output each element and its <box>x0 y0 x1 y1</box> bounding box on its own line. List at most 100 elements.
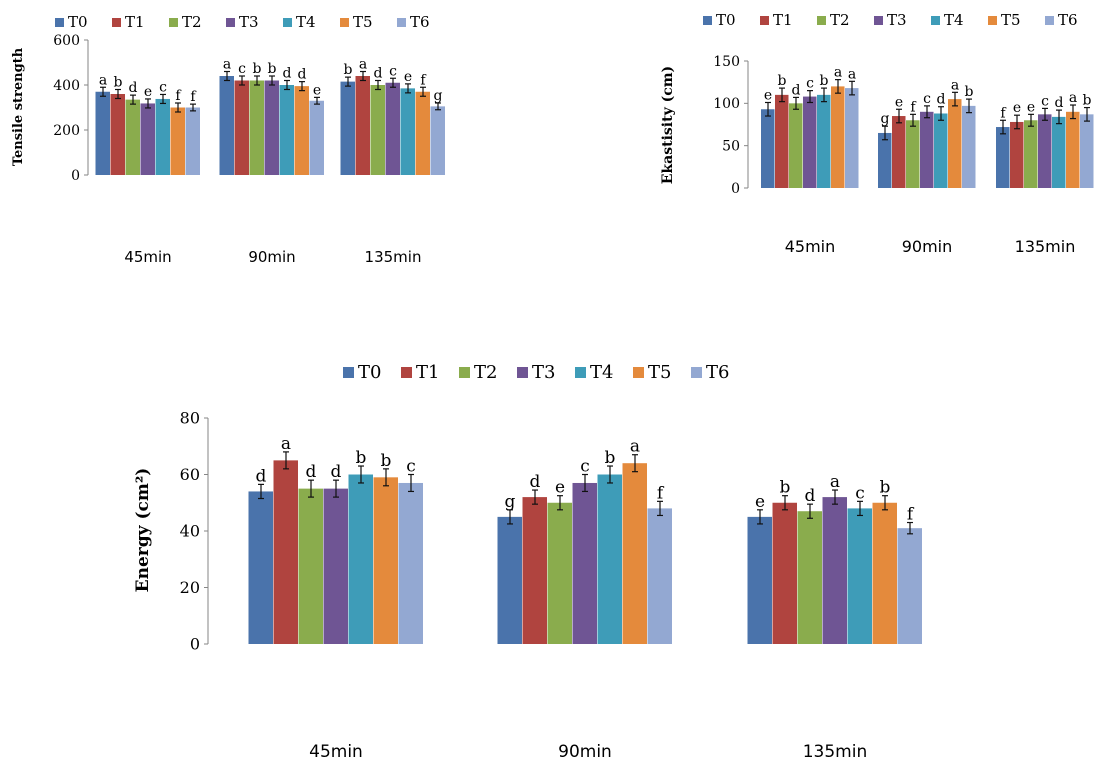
elasticity-sig-label-T1-135min: e <box>1013 100 1021 116</box>
tensile-sig-label-T3-45min: e <box>144 84 152 100</box>
elasticity-sig-label-T6-45min: a <box>848 66 856 82</box>
tensile-bar-T2-90min <box>249 80 264 175</box>
elasticity-sig-label-T2-90min: f <box>910 99 917 115</box>
energy-bar-T1-90min <box>522 497 547 644</box>
tensile-sig-label-T2-135min: d <box>374 66 383 82</box>
elasticity-bar-T4-45min <box>817 94 831 188</box>
elasticity-sig-label-T0-135min: f <box>1000 105 1007 121</box>
energy-sig-label-T6-45min: c <box>406 457 416 477</box>
energy-category-label: 135min <box>803 742 868 761</box>
legend-label-T0: T0 <box>358 362 381 383</box>
legend-swatch-T0 <box>343 367 354 378</box>
elasticity-sig-label-T1-90min: e <box>895 94 903 110</box>
elasticity-sig-label-T3-45min: c <box>806 76 814 92</box>
tensile-bar-T3-135min <box>385 82 400 175</box>
energy-sig-label-T3-135min: a <box>830 472 840 492</box>
tensile-bar-T5-45min <box>170 107 185 175</box>
elasticity-sig-label-T3-135min: c <box>1041 93 1049 109</box>
elasticity-sig-label-T2-45min: d <box>792 82 801 98</box>
legend-label-T2: T2 <box>182 13 202 31</box>
energy-bar-T0-45min <box>248 491 273 644</box>
tensile-bar-T5-135min <box>415 91 430 175</box>
tensile-bar-T4-90min <box>279 85 294 175</box>
energy-category-label: 45min <box>309 742 363 761</box>
elasticity-sig-label-T5-135min: a <box>1069 90 1077 106</box>
tensile-chart: T0 T1 T2 T3 T4 T5 T6 0 200 400 600 Tensile strength… <box>11 13 445 266</box>
elasticity-category-label: 90min <box>902 237 953 256</box>
tensile-sig-label-T3-135min: c <box>389 63 397 79</box>
energy-bar-T6-135min <box>897 528 922 644</box>
elasticity-y-axis-title: Ekastisity (cm) <box>660 66 676 184</box>
energy-sig-label-T6-90min: f <box>657 483 665 503</box>
legend-label-T4: T4 <box>296 13 316 31</box>
energy-sig-label-T4-90min: b <box>605 448 616 468</box>
legend-swatch-T4 <box>575 367 586 378</box>
elasticity-bar-T5-135min <box>1066 111 1080 188</box>
elasticity-sig-label-T1-45min: b <box>778 73 787 89</box>
energy-y-tick-label: 20 <box>180 578 200 597</box>
legend-label-T6: T6 <box>1058 11 1078 29</box>
legend-swatch-T6 <box>691 367 702 378</box>
elasticity-bar-T3-45min <box>803 96 817 188</box>
tensile-bar-T0-135min <box>340 81 355 175</box>
elasticity-sig-label-T5-90min: a <box>951 77 959 93</box>
energy-bar-T3-90min <box>572 482 597 644</box>
energy-y-tick-label: 60 <box>180 465 200 484</box>
energy-sig-label-T1-135min: b <box>780 478 791 498</box>
legend-swatch-T0 <box>703 16 712 25</box>
elasticity-sig-label-T6-135min: b <box>1083 93 1092 109</box>
tensile-y-tick-label: 200 <box>53 123 80 139</box>
elasticity-y-tick-label: 0 <box>731 181 740 197</box>
energy-sig-label-T4-135min: c <box>855 483 865 503</box>
tensile-y-axis-title: Tensile strength <box>11 47 26 166</box>
tensile-bar-T4-135min <box>400 88 415 175</box>
legend-swatch-T1 <box>401 367 412 378</box>
energy-sig-label-T2-135min: d <box>805 486 816 506</box>
energy-legend: T0 T1 T2 T3 T4 T5 T6 <box>343 362 729 383</box>
legend-swatch-T5 <box>988 16 997 25</box>
elasticity-bar-T2-135min <box>1024 120 1038 188</box>
legend-swatch-T3 <box>874 16 883 25</box>
energy-bar-T2-90min <box>547 502 572 644</box>
energy-y-axis-title: Energy (cm²) <box>133 468 153 593</box>
elasticity-category-label: 45min <box>785 237 836 256</box>
legend-swatch-T3 <box>517 367 528 378</box>
elasticity-bar-T1-135min <box>1010 121 1024 188</box>
elasticity-bar-T1-90min <box>892 116 906 188</box>
elasticity-bar-T6-90min <box>962 105 976 188</box>
elasticity-bar-T6-45min <box>845 88 859 188</box>
tensile-bar-T0-90min <box>219 76 234 175</box>
elasticity-bar-T0-45min <box>761 109 775 188</box>
elasticity-bar-T3-135min <box>1038 114 1052 188</box>
tensile-sig-label-T4-135min: e <box>404 69 412 85</box>
elasticity-legend: T0 T1 T2 T3 T4 T5 T6 <box>703 11 1078 29</box>
tensile-bar-T6-45min <box>185 107 200 175</box>
energy-bar-T5-90min <box>622 463 647 644</box>
legend-label-T3: T3 <box>887 11 907 29</box>
elasticity-sig-label-T0-90min: g <box>881 111 890 127</box>
energy-category-label: 90min <box>558 742 612 761</box>
elasticity-y-tick-label: 50 <box>722 139 740 155</box>
tensile-bar-T2-135min <box>370 85 385 175</box>
elasticity-sig-label-T4-90min: d <box>937 92 946 108</box>
tensile-sig-label-T4-90min: d <box>283 66 292 82</box>
energy-sig-label-T0-90min: g <box>505 492 516 512</box>
elasticity-bar-T0-90min <box>878 132 892 188</box>
energy-sig-label-T0-45min: d <box>256 466 267 486</box>
tensile-sig-label-T6-135min: g <box>434 88 443 104</box>
tensile-bar-T3-90min <box>264 80 279 175</box>
energy-bar-T3-135min <box>822 497 847 644</box>
energy-bar-T3-45min <box>323 488 348 644</box>
legend-swatch-T3 <box>226 18 235 27</box>
elasticity-sig-label-T6-90min: b <box>965 84 974 100</box>
elasticity-bar-T2-45min <box>789 103 803 188</box>
legend-label-T3: T3 <box>239 13 259 31</box>
legend-swatch-T6 <box>1045 16 1054 25</box>
elasticity-sig-label-T5-45min: a <box>834 65 842 81</box>
tensile-sig-label-T0-90min: a <box>223 57 231 73</box>
tensile-bar-T4-45min <box>155 98 170 175</box>
elasticity-bar-T2-90min <box>906 120 920 188</box>
